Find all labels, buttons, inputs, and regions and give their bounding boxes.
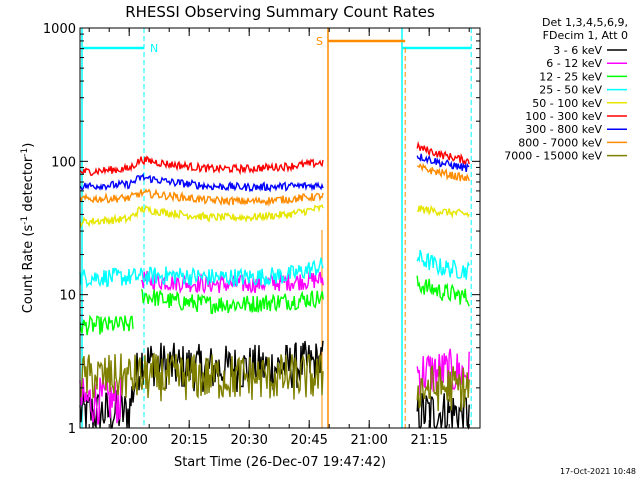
legend-header-line-1: Det 1,3,4,5,6,9, <box>542 16 628 29</box>
legend-label: 7000 - 15000 keV <box>504 150 602 163</box>
x-tick-label: 20:00 <box>110 433 147 448</box>
y-tick-label: 100 <box>51 155 76 170</box>
x-tick-label: 20:45 <box>290 433 327 448</box>
series-trace <box>79 314 134 336</box>
series-trace <box>416 365 470 412</box>
series-trace <box>416 162 470 182</box>
legend-label: 50 - 100 keV <box>532 97 602 110</box>
night-flag-label: N <box>150 42 158 55</box>
series-800-7000-kev <box>79 162 470 207</box>
y-axis-label-sup2: -1 <box>20 148 30 157</box>
y-tick-label: 1 <box>68 422 76 437</box>
legend-label: 3 - 6 keV <box>553 44 602 57</box>
series-12-25-kev <box>79 275 470 336</box>
series-trace <box>79 155 324 177</box>
legend-label: 800 - 7000 keV <box>518 136 602 149</box>
y-tick-label: 1000 <box>43 22 76 37</box>
series-trace <box>416 275 470 307</box>
legend-label: 100 - 300 keV <box>525 110 602 123</box>
x-tick-label: 20:30 <box>230 433 267 448</box>
x-tick-label: 20:15 <box>170 433 207 448</box>
y-axis-label-mid: detector <box>21 156 36 216</box>
y-tick-label: 10 <box>59 289 76 304</box>
series-25-50-kev <box>79 249 470 289</box>
legend-label: 25 - 50 keV <box>539 84 602 97</box>
series-trace <box>79 188 324 207</box>
series-trace <box>79 352 324 402</box>
x-axis-label: Start Time (26-Dec-07 19:47:42) <box>174 455 386 470</box>
legend-label: 6 - 12 keV <box>546 57 602 70</box>
series-trace <box>416 204 470 219</box>
series-6-12-kev <box>79 270 470 425</box>
y-axis-label-sup1: -1 <box>20 216 30 225</box>
saa-flag-label: S <box>316 35 323 48</box>
series-layer <box>79 140 470 431</box>
y-axis-label: Count Rate (s-1 detector-1) <box>20 143 36 314</box>
series-trace <box>140 288 324 315</box>
footer-date: 17-Oct-2021 10:48 <box>560 467 636 476</box>
series-trace <box>79 257 324 289</box>
series-trace <box>140 270 324 295</box>
series-50-100-kev <box>79 204 470 229</box>
series-100-300-kev <box>79 140 470 177</box>
legend-label: 300 - 800 keV <box>525 123 602 136</box>
series-trace <box>416 140 470 167</box>
y-axis-label-main: Count Rate (s <box>21 225 36 314</box>
series-trace <box>79 204 324 229</box>
series-trace <box>416 153 470 173</box>
chart-title: RHESSI Observing Summary Count Rates <box>125 3 435 21</box>
y-axis-label-end: ) <box>21 143 36 148</box>
tick-layer: 20:00 20:15 20:30 20:45 21:00 21:15 1 10 100 1000 <box>43 22 480 448</box>
plot-frame <box>79 27 481 429</box>
series-7000-15000-kev <box>79 352 470 412</box>
series-300-800-kev <box>79 153 470 193</box>
series-trace <box>416 249 470 280</box>
plot-area: NS 20:00 20:15 20:30 20:45 21:00 21:151101001… <box>43 22 481 448</box>
x-tick-label: 21:00 <box>350 433 387 448</box>
legend-header-line-2: FDecim 1, Att 0 <box>543 29 628 42</box>
legend: Det 1,3,4,5,6,9, FDecim 1, Att 0 3 - 6 k… <box>504 16 628 163</box>
legend-label: 12 - 25 keV <box>539 70 602 83</box>
annotation-layer: NS <box>81 28 472 428</box>
x-tick-label: 21:15 <box>410 433 447 448</box>
series-trace <box>79 172 324 193</box>
series-trace <box>79 377 122 425</box>
